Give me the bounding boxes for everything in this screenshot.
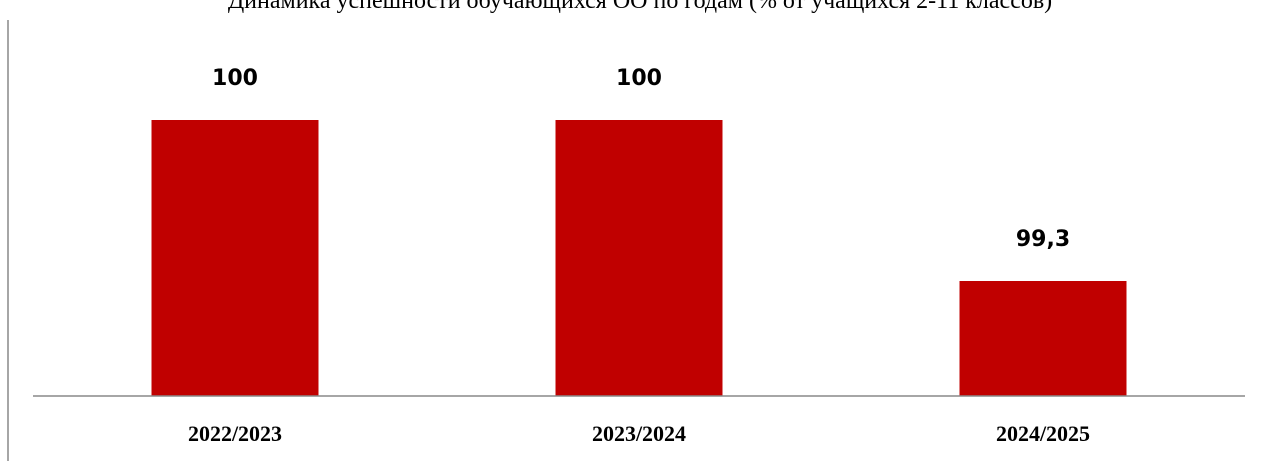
data-label: 99,3 bbox=[1016, 227, 1070, 252]
data-label: 100 bbox=[616, 66, 662, 91]
bar bbox=[959, 281, 1127, 396]
bar bbox=[555, 120, 723, 396]
chart-title: Динамика успешности обучающихся ОО по го… bbox=[228, 0, 1052, 14]
x-tick-label: 2024/2025 bbox=[996, 421, 1090, 446]
x-tick-label: 2022/2023 bbox=[188, 421, 282, 446]
x-tick-label: 2023/2024 bbox=[592, 421, 686, 446]
data-label: 100 bbox=[212, 66, 258, 91]
bar bbox=[151, 120, 319, 396]
